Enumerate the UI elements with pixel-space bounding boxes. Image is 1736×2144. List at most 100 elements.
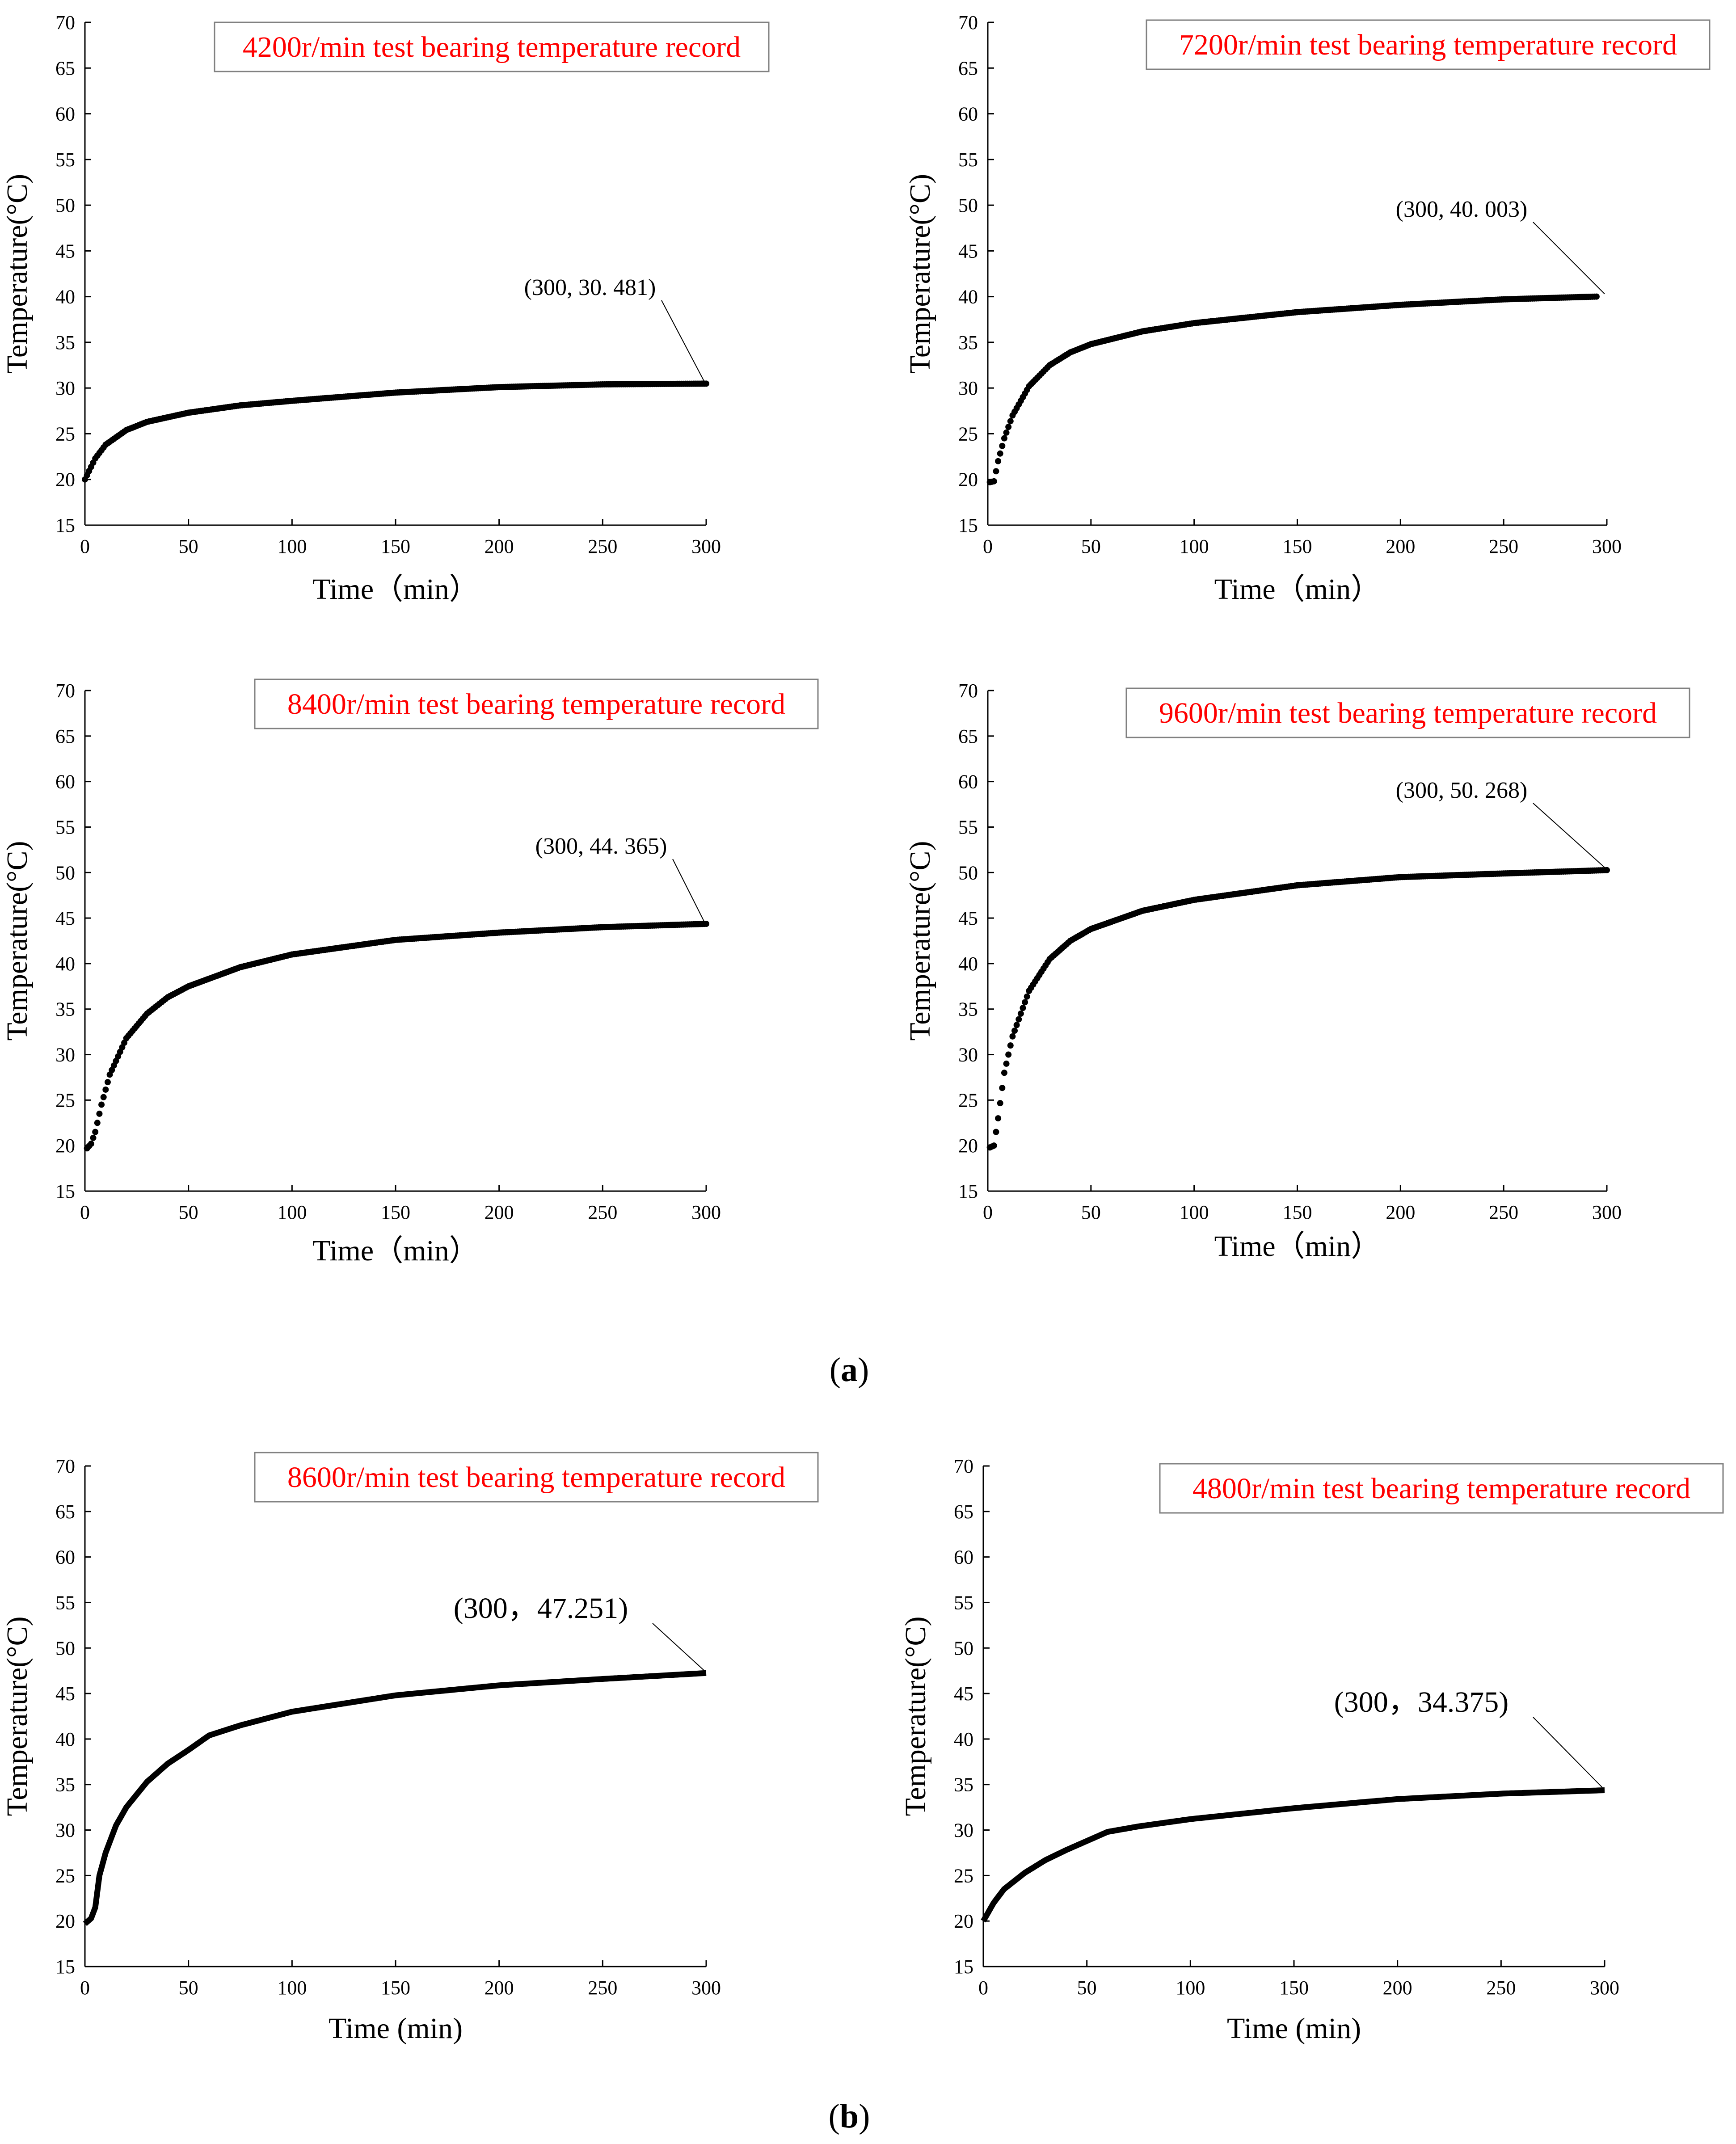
data-point — [995, 1115, 1002, 1122]
y-tick-label: 30 — [958, 377, 978, 399]
x-tick-label: 200 — [485, 535, 514, 557]
x-tick-label: 0 — [80, 535, 90, 557]
figure-caption-b: (b) — [829, 2098, 870, 2135]
y-tick-label: 60 — [958, 771, 978, 793]
x-tick-label: 50 — [1077, 1977, 1097, 1999]
y-tick-label: 70 — [55, 1455, 75, 1477]
y-tick-label: 50 — [55, 194, 75, 216]
x-axis-label: Time (min) — [1227, 2012, 1361, 2045]
data-point — [1015, 1016, 1022, 1023]
x-axis-label: Time（min） — [312, 573, 479, 606]
x-tick-label: 300 — [1592, 1201, 1622, 1223]
caption-open: ( — [829, 2098, 840, 2135]
figure-caption-a: (a) — [830, 1351, 869, 1389]
y-tick-label: 60 — [55, 103, 75, 125]
x-tick-label: 300 — [691, 1977, 721, 1999]
x-tick-label: 250 — [1489, 535, 1518, 557]
data-point — [102, 1086, 109, 1093]
y-tick-label: 55 — [958, 149, 978, 171]
annotation-label: (300, 40. 003) — [1396, 197, 1528, 222]
x-tick-label: 150 — [381, 1977, 410, 1999]
annotation-leader — [1533, 803, 1605, 868]
y-tick-label: 15 — [958, 1180, 978, 1202]
x-tick-label: 50 — [1081, 535, 1101, 557]
data-point — [1001, 435, 1007, 442]
y-tick-label: 15 — [958, 514, 978, 536]
chart-title-box — [1146, 19, 1711, 70]
annotation-leader — [672, 859, 704, 922]
annotation-label: (300，34.375) — [1334, 1686, 1508, 1719]
chart-title: 8400r/min test bearing temperature recor… — [287, 688, 785, 720]
y-tick-label: 65 — [55, 1501, 75, 1523]
y-tick-label: 40 — [55, 1728, 75, 1750]
y-tick-label: 30 — [55, 1820, 75, 1841]
caption-letter: b — [840, 2098, 859, 2135]
y-tick-label: 25 — [55, 1865, 75, 1887]
y-tick-label: 55 — [55, 1592, 75, 1613]
y-tick-label: 65 — [954, 1501, 973, 1523]
x-tick-label: 100 — [1176, 1977, 1205, 1999]
data-point — [94, 1120, 101, 1126]
x-tick-label: 200 — [1386, 1201, 1415, 1223]
y-tick-label: 50 — [954, 1637, 973, 1659]
x-tick-label: 200 — [1386, 535, 1415, 557]
data-point — [997, 1100, 1003, 1107]
series-line — [981, 1787, 1605, 1923]
x-tick-label: 50 — [179, 535, 198, 557]
chart-title-box — [254, 1452, 819, 1503]
x-tick-label: 250 — [588, 535, 617, 557]
annotation-label: (300, 44. 365) — [535, 834, 667, 859]
y-tick-label: 35 — [55, 998, 75, 1020]
data-point — [1003, 1060, 1010, 1067]
y-axis-label: Temperature(°C) — [904, 841, 936, 1041]
chart-panel-a-1: 0 50 100 150 200 250 300 15 20 25 30 35 40 45 50 55 60 65… — [1, 12, 770, 606]
y-tick-label: 70 — [55, 12, 75, 34]
y-axis-label: Temperature(°C) — [904, 174, 936, 374]
x-tick-label: 100 — [277, 1201, 307, 1223]
y-tick-label: 45 — [55, 1683, 75, 1705]
chart-title-box — [214, 21, 770, 72]
y-tick-label: 15 — [954, 1956, 973, 1978]
data-point — [1007, 1042, 1014, 1049]
y-tick-label: 55 — [954, 1592, 973, 1613]
x-tick-label: 200 — [485, 1977, 514, 1999]
chart-title-box — [254, 678, 819, 729]
x-axis-label: Time（min） — [1214, 1230, 1381, 1263]
y-tick-label: 30 — [954, 1820, 973, 1841]
y-tick-label: 55 — [55, 149, 75, 171]
data-point — [995, 458, 1002, 464]
data-point — [1022, 999, 1028, 1006]
y-tick-label: 40 — [55, 953, 75, 975]
chart-panel-a-3: 0 50 100 150 200 250 300 15 20 25 30 35 40 45 50 55 60 65… — [1, 678, 819, 1267]
x-tick-label: 50 — [179, 1201, 198, 1223]
x-tick-label: 300 — [691, 535, 721, 557]
data-point — [96, 1110, 103, 1117]
chart-panel-b-1: 0 50 100 150 200 250 300 15 20 25 30 35 40 45 50 55 60 65… — [1, 1452, 819, 2045]
chart-title-box — [1125, 687, 1690, 738]
y-tick-label: 50 — [958, 862, 978, 884]
chart-panel-a-2: 0 50 100 150 200 250 300 15 20 25 30 35 40 45 50 55 60 65… — [904, 12, 1711, 606]
x-tick-label: 0 — [983, 535, 993, 557]
x-tick-label: 0 — [80, 1977, 90, 1999]
y-tick-label: 20 — [55, 469, 75, 491]
y-tick-label: 35 — [55, 1774, 75, 1796]
y-tick-label: 70 — [958, 680, 978, 702]
x-tick-label: 250 — [1489, 1201, 1518, 1223]
y-tick-label: 40 — [954, 1728, 973, 1750]
x-axis-label: Time（min） — [1214, 573, 1381, 606]
y-tick-label: 70 — [55, 680, 75, 702]
y-tick-label: 20 — [958, 1135, 978, 1157]
y-tick-label: 70 — [958, 12, 978, 34]
data-point — [98, 1101, 105, 1108]
data-point — [703, 921, 709, 927]
y-tick-label: 35 — [958, 332, 978, 354]
x-tick-label: 150 — [1283, 1201, 1312, 1223]
y-tick-label: 30 — [55, 377, 75, 399]
data-point — [1593, 293, 1600, 300]
data-point — [104, 1079, 111, 1086]
data-point — [1009, 1033, 1016, 1040]
y-tick-label: 60 — [954, 1546, 973, 1568]
x-tick-label: 200 — [485, 1201, 514, 1223]
chart-title: 9600r/min test bearing temperature recor… — [1159, 697, 1657, 729]
annotation-leader — [1533, 1717, 1603, 1788]
